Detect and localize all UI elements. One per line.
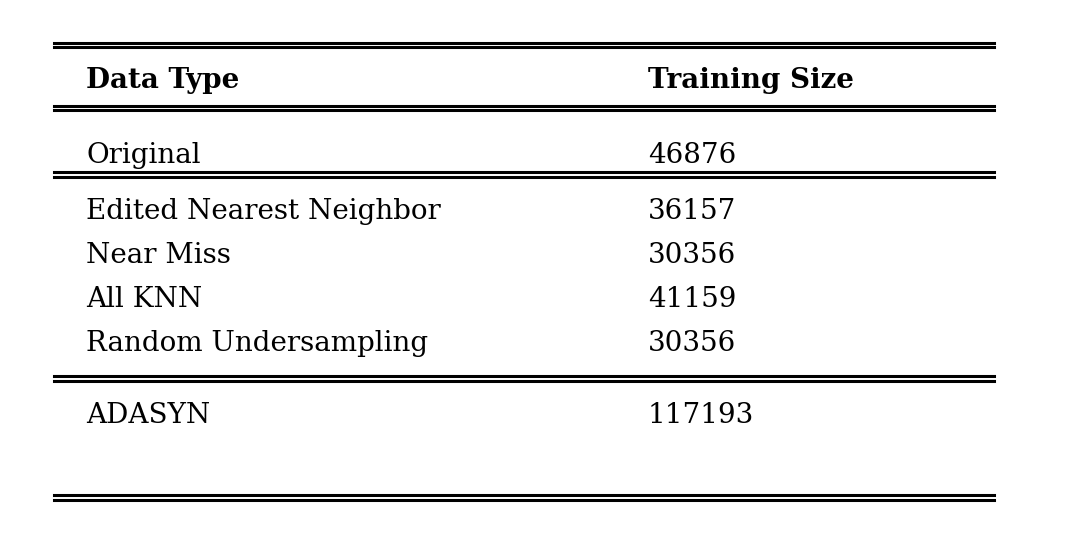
Text: 30356: 30356: [648, 242, 737, 269]
Text: Original: Original: [86, 142, 201, 169]
Text: ADASYN: ADASYN: [86, 402, 211, 428]
Text: 30356: 30356: [648, 331, 737, 357]
Text: Edited Nearest Neighbor: Edited Nearest Neighbor: [86, 198, 441, 225]
Text: Data Type: Data Type: [86, 67, 240, 93]
Text: 46876: 46876: [648, 142, 737, 169]
Text: Near Miss: Near Miss: [86, 242, 231, 269]
Text: Training Size: Training Size: [648, 67, 854, 93]
Text: All KNN: All KNN: [86, 286, 203, 313]
Text: 36157: 36157: [648, 198, 737, 225]
Text: 117193: 117193: [648, 402, 754, 428]
Text: Random Undersampling: Random Undersampling: [86, 331, 429, 357]
Text: 41159: 41159: [648, 286, 737, 313]
